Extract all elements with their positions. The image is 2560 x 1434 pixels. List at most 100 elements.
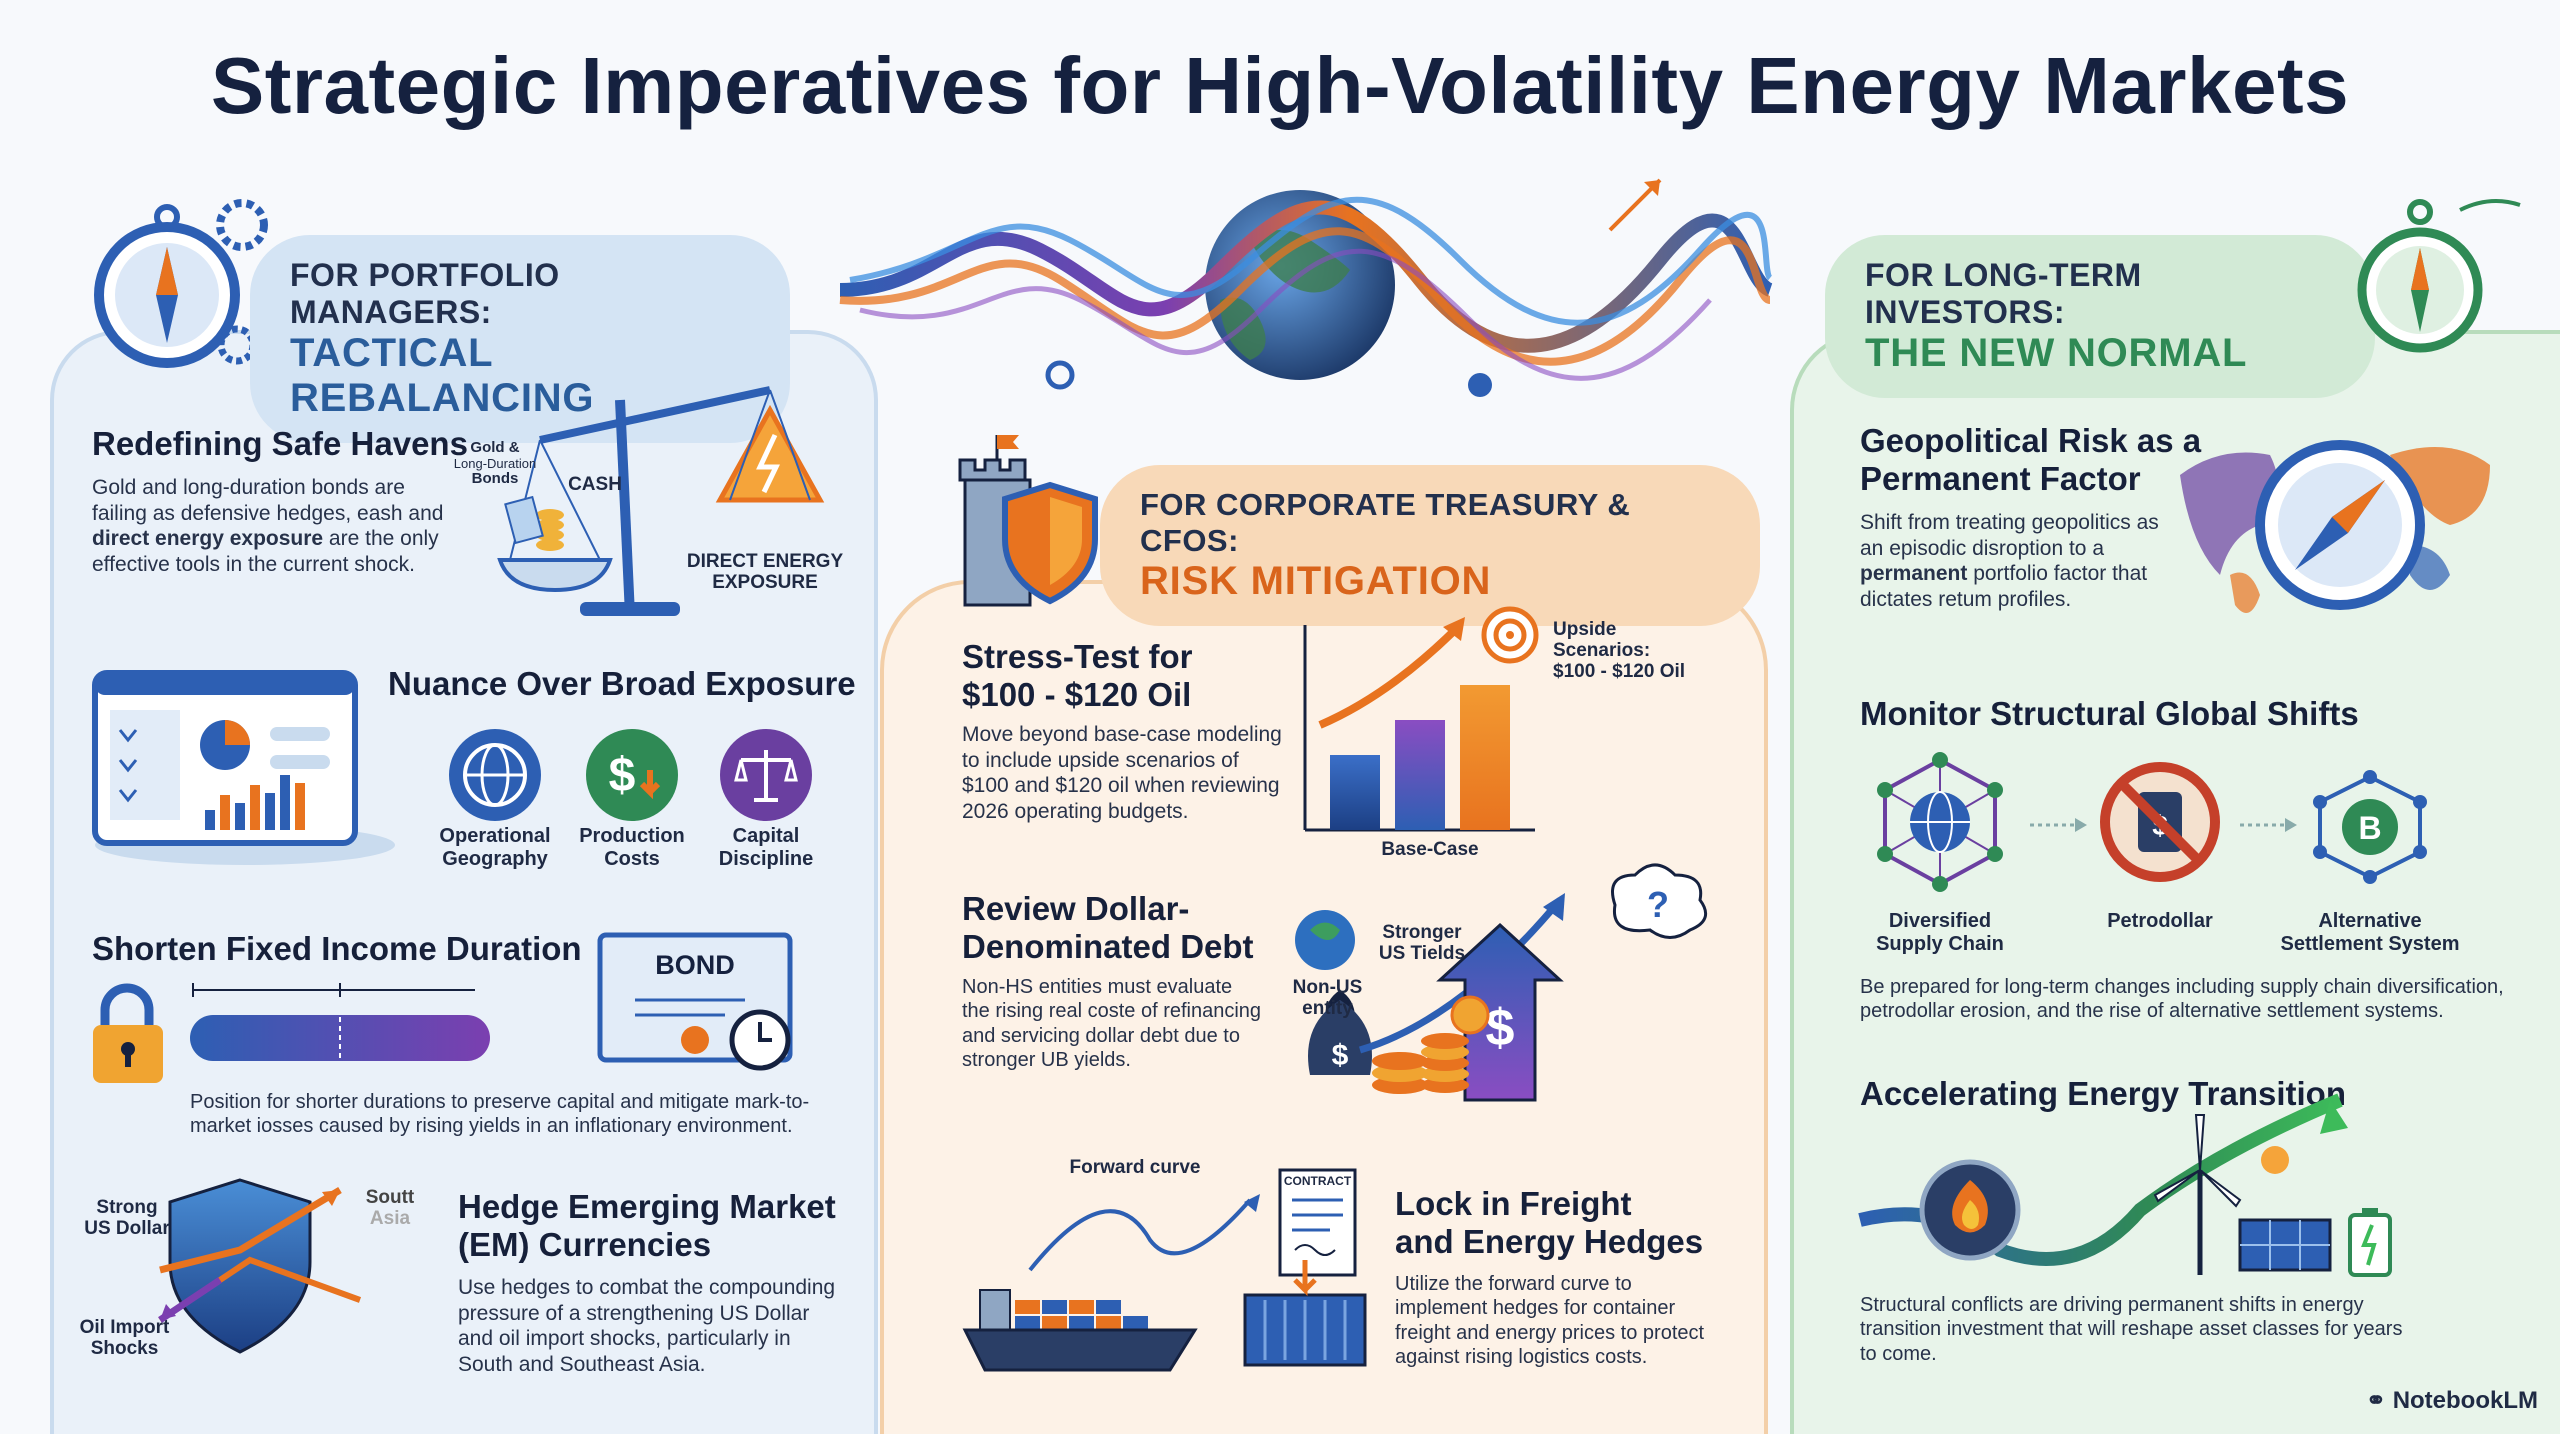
svg-text:$: $ (609, 749, 636, 802)
debt-text: Non-HS entities must evaluate the rising … (962, 975, 1292, 1073)
globe-icon (449, 729, 541, 821)
emphasis: permanent (1860, 562, 1968, 586)
scales-icon (720, 729, 812, 821)
bond-label: BOND (655, 950, 735, 980)
geo-line-rest: portfolio factor that (1967, 562, 2148, 586)
brand-label: NotebookLM (2392, 1387, 2538, 1414)
geo-line: Shift from treating geopolitics as (1860, 511, 2159, 534)
safe-havens-line-rest: are the only (323, 527, 439, 551)
duration-heading: Shorten Fixed Income Duration (92, 930, 582, 967)
stress-heading: Stress-Test for $100 - $120 Oil (962, 638, 1192, 714)
label-line: Asia (369, 1207, 411, 1229)
label-line: Petrodollar (2107, 910, 2213, 932)
upside-label: Upside Scenarios: $100 - $120 Oil (1553, 619, 1693, 683)
geo-line: an episodic disroption to a (1860, 536, 2104, 560)
stress-line: Move beyond base-case modeling (962, 723, 1282, 746)
duration-line: market iosses caused by rising yields in… (190, 1115, 793, 1138)
heading-line: $100 - $120 Oil (962, 675, 1192, 713)
shifts-line: Be prepared for long-term changes includ… (1860, 976, 2504, 998)
label-line: Capital (732, 825, 800, 847)
shield-arrows-illustration (158, 1178, 362, 1354)
ship-contract-illustration (962, 1168, 1367, 1372)
label-line: Production (579, 825, 685, 847)
duration-line: Position for shorter durations to preser… (190, 1091, 810, 1113)
em-line: and oil import shocks, particularly in (458, 1327, 791, 1351)
lock-duration-bar-illustration (93, 983, 490, 1083)
label-line: Discipline (718, 848, 814, 870)
strong-usd-label: Strong US Dollar (72, 1197, 182, 1240)
header-audience: FOR LONG-TERM INVESTORS: (1865, 257, 2142, 330)
network-globe-icon (1877, 752, 2003, 892)
nuance-item-label: Production Costs (562, 825, 702, 871)
green-compass-icon (2357, 199, 2521, 353)
label-line: Supply Chain (1876, 933, 2004, 955)
shifts-heading: Monitor Structural Global Shifts (1860, 695, 2359, 732)
duration-text: Position for shorter durations to preser… (190, 1090, 850, 1139)
svg-text:?: ? (1647, 884, 1669, 925)
freight-line: Utilize the forward curve to (1395, 1273, 1632, 1295)
direct-energy-label: DIRECT ENERGY EXPOSURE (680, 551, 850, 594)
heading-line: Review Dollar- (962, 890, 1190, 927)
safe-havens-text: Gold and long-duration bonds are failing… (92, 475, 472, 577)
em-line: South and Southeast Asia. (458, 1352, 706, 1376)
no-petrodollar-icon: $ (2100, 762, 2220, 882)
safe-havens-line: Gold and long-duration bonds are (92, 476, 405, 499)
heading-line: Denominated Debt (962, 927, 1254, 965)
label-line: Alternative (2318, 910, 2422, 932)
shifts-line: petrodollar erosion, and the rise of alt… (1860, 1000, 2444, 1023)
stress-text: Move beyond base-case modeling to include… (962, 722, 1302, 824)
freight-heading: Lock in Freight and Energy Hedges (1395, 1185, 1703, 1261)
label-line: Upside Scenarios: (1553, 619, 1651, 661)
world-map-compass-illustration (2180, 440, 2490, 613)
notebooklm-brand: ⚭ NotebookLM (2366, 1386, 2538, 1415)
em-text: Use hedges to combat the compounding pres… (458, 1275, 838, 1377)
label-line: Shocks (90, 1337, 159, 1359)
label-line: EXPOSURE (712, 571, 818, 593)
debt-line: the rising real coste of refinancing (962, 1000, 1262, 1023)
transition-text: Structural conflicts are driving permane… (1860, 1293, 2460, 1366)
gold-bonds-label: Gold & Long-Duration Bonds (450, 439, 540, 487)
label-line: Non-US (1292, 977, 1363, 998)
balance-scale-illustration (497, 386, 825, 616)
nuance-item-label: Capital Discipline (696, 825, 836, 871)
label-line: US Tields (1378, 942, 1466, 964)
label-line: Bonds (471, 469, 519, 487)
label-line: Long-Duration (453, 455, 537, 471)
dollar-down-icon: $ (586, 729, 678, 821)
safe-havens-line: failing as defensive hedges, eash and (92, 501, 444, 525)
treasury-header: FOR CORPORATE TREASURY & CFOS: RISK MITI… (1100, 465, 1760, 626)
label-line: $100 - $120 Oil (1553, 660, 1686, 682)
crypto-network-icon: B (2313, 770, 2427, 884)
stress-line: to include upside scenarios of (962, 748, 1239, 772)
heading-line: (EM) Currencies (458, 1225, 712, 1263)
nuance-item-label: Operational Geography (425, 825, 565, 871)
header-theme: THE NEW NORMAL (1865, 331, 2248, 375)
transition-line: Structural conflicts are driving permane… (1860, 1294, 2364, 1316)
label-line: Oil Import (79, 1317, 170, 1338)
label-line: Geography (442, 848, 548, 870)
safe-havens-line: direct energy exposure are the only (92, 526, 472, 552)
forward-curve-label: Forward curve (1069, 1157, 1201, 1178)
heading-line: Lock in Freight (1395, 1185, 1632, 1222)
debt-heading: Review Dollar- Denominated Debt (962, 890, 1254, 966)
em-line: Use hedges to combat the compounding (458, 1276, 836, 1299)
shift-item-label: Alternative Settlement System (2270, 910, 2470, 956)
header-theme: TACTICAL REBALANCING (290, 331, 595, 420)
waveform-globe-illustration (839, 178, 1774, 397)
scenario-bar-illustration (1303, 606, 1539, 832)
long-term-header: FOR LONG-TERM INVESTORS: THE NEW NORMAL (1825, 235, 2375, 398)
em-line: pressure of a strengthening US Dollar (458, 1301, 810, 1325)
heading-line: Permanent Factor (1860, 459, 2141, 497)
nuance-heading: Nuance Over Broad Exposure (388, 665, 856, 702)
notebooklm-logo-icon: ⚭ (2365, 1387, 2393, 1414)
label-line: US Dollar (84, 1217, 170, 1239)
rising-debt-illustration: $ $ ? (1295, 863, 1708, 1102)
svg-text:$: $ (1486, 999, 1515, 1057)
em-heading: Hedge Emerging Market (EM) Currencies (458, 1188, 836, 1264)
stress-line: $100 and $120 oil when reviewing (962, 774, 1280, 798)
shifts-text: Be prepared for long-term changes includ… (1860, 975, 2540, 1024)
geo-heading: Geopolitical Risk as a Permanent Factor (1860, 422, 2201, 498)
geo-text: Shift from treating geopolitics as an epi… (1860, 510, 2190, 612)
debt-line: stronger UB yields. (962, 1049, 1131, 1072)
geo-line: permanent portfolio factor that (1860, 561, 2190, 587)
